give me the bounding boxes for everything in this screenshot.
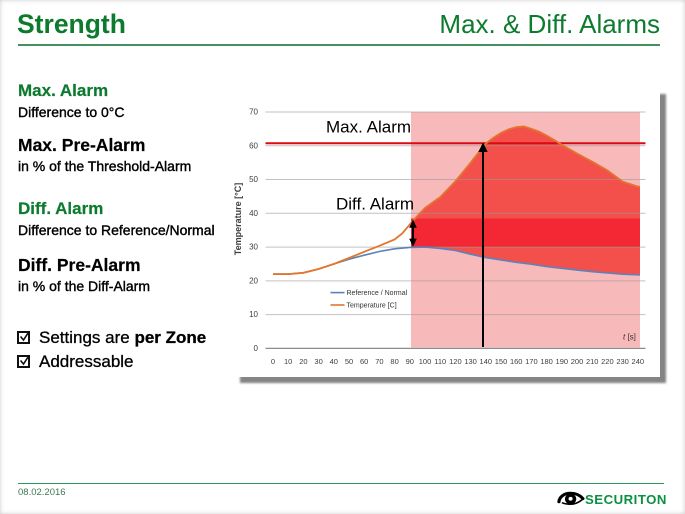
svg-text:40: 40 <box>249 209 258 218</box>
svg-text:80: 80 <box>390 357 398 366</box>
svg-text:Reference / Normal: Reference / Normal <box>347 290 408 297</box>
svg-text:0: 0 <box>254 344 259 353</box>
svg-text:10: 10 <box>249 310 258 319</box>
svg-text:60: 60 <box>360 357 368 366</box>
svg-text:Max. Alarm: Max. Alarm <box>326 118 411 137</box>
svg-text:Temperature [C]: Temperature [C] <box>347 303 397 310</box>
svg-text:160: 160 <box>510 357 523 366</box>
svg-text:180: 180 <box>540 357 553 366</box>
svg-text:190: 190 <box>556 357 569 366</box>
svg-text:SECURITON: SECURITON <box>585 492 667 507</box>
svg-text:20: 20 <box>299 357 307 366</box>
svg-text:100: 100 <box>419 357 432 366</box>
svg-text:150: 150 <box>495 357 508 366</box>
svg-text:40: 40 <box>330 357 338 366</box>
svg-text:50: 50 <box>345 357 353 366</box>
svg-text:Temperature [°C]: Temperature [°C] <box>234 183 243 255</box>
svg-text:70: 70 <box>249 108 258 117</box>
svg-text:110: 110 <box>434 357 446 366</box>
svg-text:210: 210 <box>586 357 599 366</box>
svg-text:30: 30 <box>249 243 258 252</box>
svg-text:220: 220 <box>601 357 614 366</box>
svg-text:70: 70 <box>375 357 383 366</box>
svg-text:t [s]: t [s] <box>623 333 636 342</box>
svg-text:Diff. Alarm: Diff. Alarm <box>336 195 414 214</box>
svg-text:60: 60 <box>249 141 258 150</box>
svg-text:200: 200 <box>571 357 584 366</box>
svg-text:120: 120 <box>449 357 462 366</box>
svg-text:20: 20 <box>249 276 258 285</box>
svg-text:240: 240 <box>632 357 645 366</box>
svg-text:130: 130 <box>464 357 477 366</box>
svg-text:30: 30 <box>314 357 322 366</box>
svg-text:170: 170 <box>525 357 538 366</box>
svg-text:90: 90 <box>406 357 414 366</box>
svg-text:10: 10 <box>284 357 292 366</box>
svg-text:0: 0 <box>271 357 275 366</box>
svg-text:230: 230 <box>616 357 629 366</box>
svg-text:50: 50 <box>249 175 258 184</box>
svg-text:140: 140 <box>480 357 493 366</box>
